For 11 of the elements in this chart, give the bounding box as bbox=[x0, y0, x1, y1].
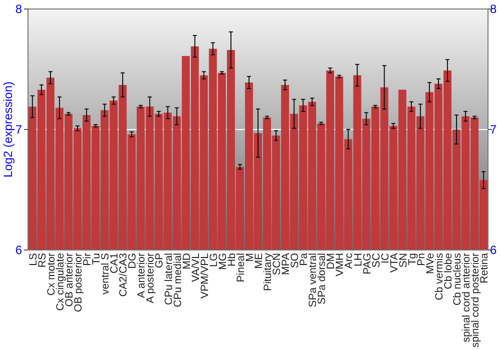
x-tick-label: OB posterior bbox=[72, 252, 85, 312]
y-tick-label: 8 bbox=[15, 2, 22, 16]
y-tick-label: 6 bbox=[15, 243, 22, 258]
x-tick-label: DG bbox=[126, 253, 139, 269]
y-axis-title: Log2 (expression) bbox=[1, 81, 15, 178]
x-tick-label: Pituitary bbox=[262, 252, 274, 291]
y-tick-label: 7 bbox=[15, 122, 22, 137]
y2-tick-label: 6 bbox=[490, 243, 497, 258]
x-tick-label: ME bbox=[253, 253, 265, 269]
y2-tick-label: 8 bbox=[490, 2, 497, 16]
y2-tick-label: 7 bbox=[490, 122, 497, 137]
